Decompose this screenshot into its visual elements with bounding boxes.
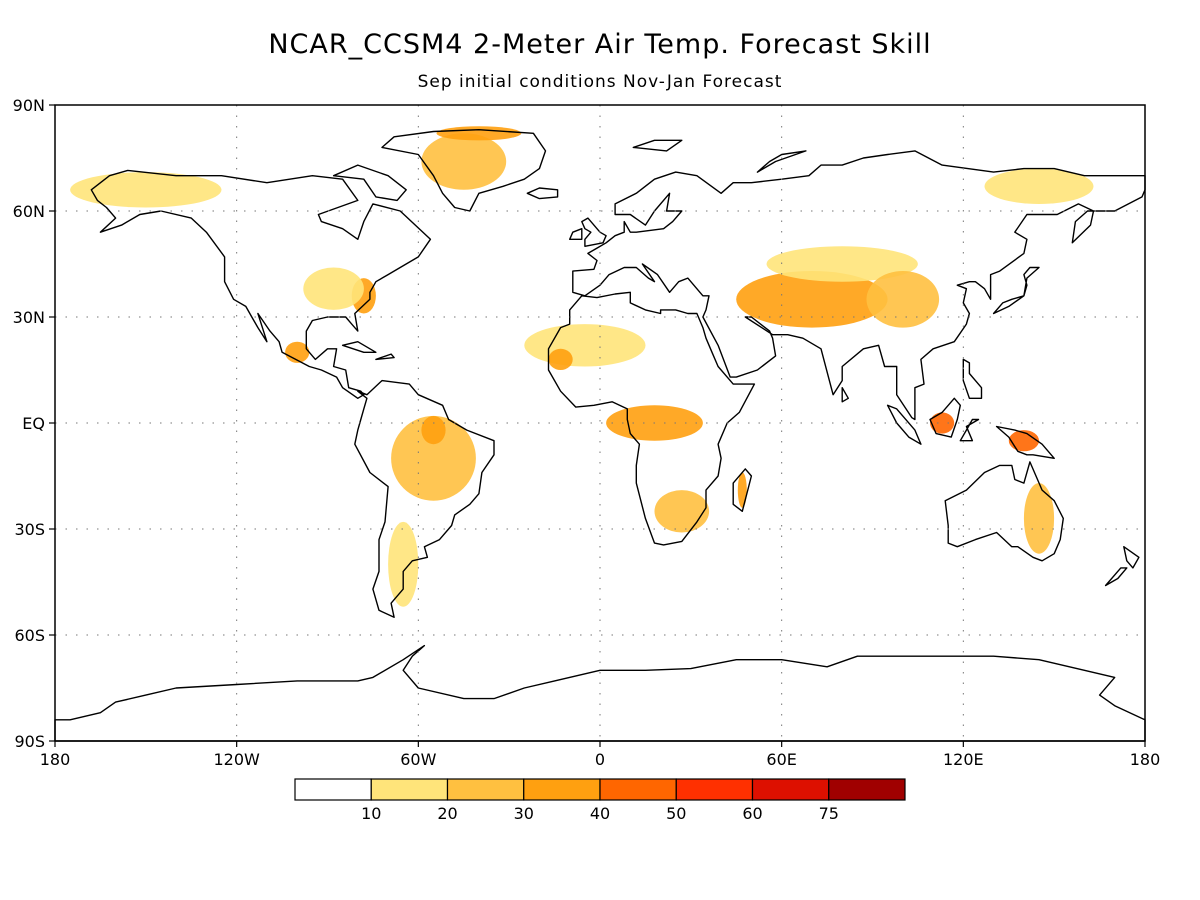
colorbar-label: 10 [361,804,381,823]
landmass-sri-lanka [841,387,849,403]
landmass-new-zealand [1104,567,1128,587]
x-tick-label: 180 [1130,750,1161,769]
colorbar-label: 40 [590,804,610,823]
x-tick-label: 120E [943,750,984,769]
colorbar-bin [599,778,677,801]
coastlines [54,128,1146,742]
colorbar-bin [370,778,449,801]
x-axis-ticks: 180 120W 60W 0 60E 120E 180 [40,741,1161,769]
chart-subtitle: Sep initial conditions Nov-Jan Forecast [418,72,783,92]
landmass-cuba [341,341,377,353]
gridlines [55,105,1145,741]
landmass-greenland [381,128,547,212]
skill-region [548,348,573,370]
skill-region [1008,430,1039,452]
skill-region [766,246,918,282]
colorbar-bin [828,778,906,801]
skill-region [930,412,955,434]
landmass-madagascar [732,468,753,512]
y-tick-label: 60S [14,626,45,645]
chart-title: NCAR_CCSM4 2-Meter Air Temp. Forecast Sk… [268,29,931,60]
x-tick-label: 60W [400,750,436,769]
y-tick-label: 30S [14,520,45,539]
landmass-philippines [962,358,983,399]
skill-region [736,271,888,328]
colorbar-bin [523,778,601,801]
x-tick-label: 120W [213,750,260,769]
x-tick-label: 0 [595,750,605,769]
skill-region [388,521,419,607]
skill-region [524,324,646,367]
landmass-ireland [569,227,583,241]
y-tick-label: 90N [13,96,45,115]
skill-region [984,168,1094,204]
skill-region [737,472,747,508]
landmass-sulawesi [959,418,980,442]
x-tick-label: 60E [766,750,796,769]
landmass-australia [944,461,1065,562]
y-tick-label: 90S [14,732,45,751]
skill-region [866,271,940,328]
colorbar-label: 75 [819,804,839,823]
landmass-svalbard [632,139,683,152]
y-tick-label: 30N [13,308,45,327]
colorbar-label: 50 [666,804,686,823]
landmass-south-america [354,379,495,618]
landmass-new-zealand-north [1123,546,1140,569]
x-tick-label: 180 [40,750,71,769]
skill-region [391,415,476,501]
colorbar-bin [675,778,754,801]
landmass-new-guinea [995,425,1055,459]
colorbar-bin [294,778,372,801]
skill-region [421,416,446,445]
colorbar-label: 60 [742,804,762,823]
skill-region [1023,483,1055,554]
y-axis-ticks: 90N 60N 30N EQ 30S 60S 90S [13,96,55,751]
skill-region [303,267,364,310]
landmass-eurasia [572,150,1146,421]
landmass-borneo [929,397,961,438]
colorbar-label: 30 [514,804,534,823]
landmass-great-britain [581,217,607,248]
landmass-hispaniola [375,353,395,361]
landmass-novaya-zemlya [756,150,807,173]
skill-region [70,172,222,208]
landmass-japan [992,266,1040,315]
colorbar-bin [751,778,830,801]
landmass-africa [547,291,756,546]
map-panel [54,104,1146,742]
colorbar-bin [446,778,525,801]
skill-shading [70,126,1094,607]
y-tick-label: EQ [22,414,45,433]
skill-region [654,490,710,533]
skill-region [421,133,507,190]
y-tick-label: 60N [13,202,45,221]
landmass-sumatra [886,404,922,445]
landmass-antarctica [54,644,1146,742]
colorbar-label: 20 [437,804,457,823]
skill-region [436,126,522,141]
landmass-iceland [526,187,559,200]
landmass-north-america [90,169,432,399]
colorbar: 10 20 30 40 50 60 75 [294,778,906,823]
landmass-baffin-island [332,164,407,202]
